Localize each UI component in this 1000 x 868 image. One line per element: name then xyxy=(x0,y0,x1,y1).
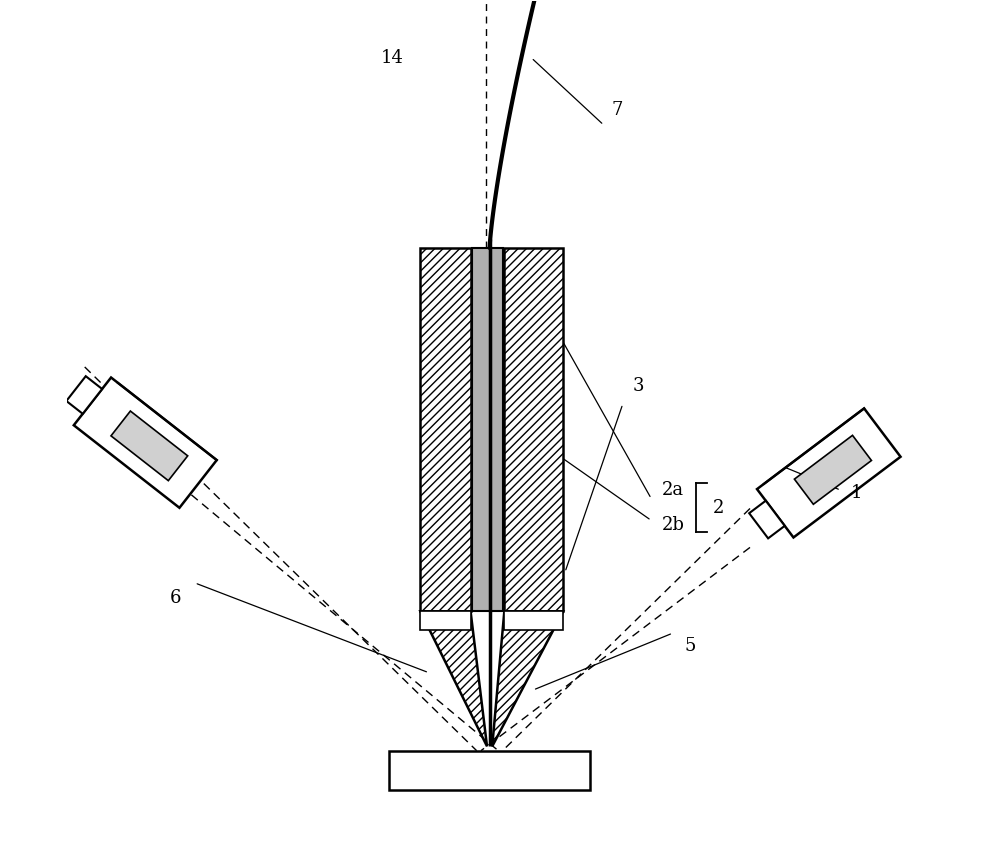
Polygon shape xyxy=(420,611,487,746)
Text: 5: 5 xyxy=(685,637,696,655)
Text: 1: 1 xyxy=(851,483,862,502)
Text: 2b: 2b xyxy=(662,516,684,534)
Text: 2a: 2a xyxy=(662,481,684,499)
Polygon shape xyxy=(66,376,102,414)
Text: 6: 6 xyxy=(170,589,181,608)
Text: 7: 7 xyxy=(611,101,622,119)
Bar xyxy=(389,751,590,791)
Bar xyxy=(420,611,471,630)
Polygon shape xyxy=(111,411,188,481)
Bar xyxy=(504,248,563,611)
Bar xyxy=(472,248,503,611)
Polygon shape xyxy=(492,611,563,746)
Bar xyxy=(504,611,563,630)
Polygon shape xyxy=(794,436,871,504)
Bar xyxy=(420,248,471,611)
Text: 3: 3 xyxy=(633,378,644,396)
Polygon shape xyxy=(757,409,901,537)
Text: 14: 14 xyxy=(380,49,403,67)
Polygon shape xyxy=(74,378,217,508)
Text: 2: 2 xyxy=(713,498,725,516)
Polygon shape xyxy=(749,501,785,538)
